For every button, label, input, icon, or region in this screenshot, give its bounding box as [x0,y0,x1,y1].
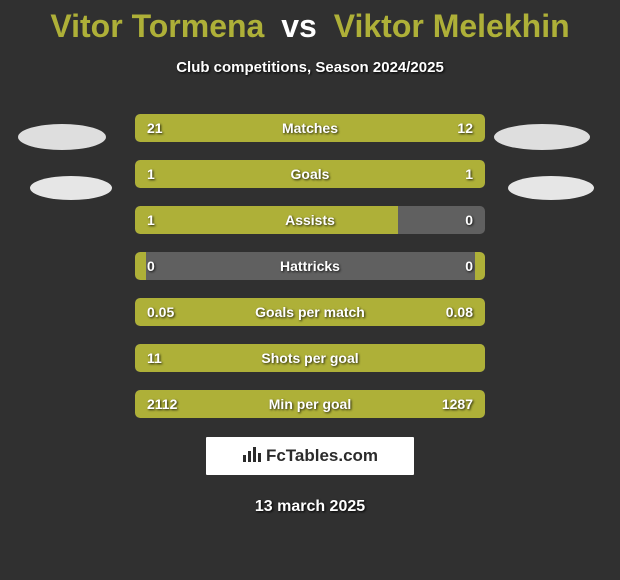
bar-right [475,252,486,280]
value-left: 0.05 [147,304,174,320]
avatar-ellipse [30,176,112,200]
stat-row: 0 Hattricks 0 [135,252,485,280]
stat-label: Assists [285,212,335,228]
stat-row: 2112 Min per goal 1287 [135,390,485,418]
date-label: 13 march 2025 [0,498,620,516]
stat-row: 21 Matches 12 [135,114,485,142]
avatar-ellipse [18,124,106,150]
value-right: 1 [465,166,473,182]
chart-icon [242,445,262,468]
value-right: 1287 [442,396,473,412]
stat-label: Shots per goal [261,350,358,366]
value-left: 21 [147,120,163,136]
stat-label: Matches [282,120,338,136]
subtitle: Club competitions, Season 2024/2025 [0,59,620,76]
value-left: 2112 [147,396,177,412]
vs-label: vs [281,8,317,44]
value-right: 0 [465,212,473,228]
stat-row: 1 Assists 0 [135,206,485,234]
stat-label: Hattricks [280,258,340,274]
stats-area: 21Matches121Goals11Assists00Hattricks00.… [135,114,485,418]
stat-label: Goals [291,166,330,182]
stat-row: 0.05 Goals per match 0.08 [135,298,485,326]
value-left: 1 [147,166,155,182]
avatar-ellipse [508,176,594,200]
bar-left [135,206,398,234]
bar-left [135,252,146,280]
bar-left [135,160,310,188]
bar-right [310,160,485,188]
value-right: 12 [457,120,473,136]
player1-name: Vitor Tormena [50,8,264,44]
stat-label: Min per goal [269,396,351,412]
stat-row: 1 Goals 1 [135,160,485,188]
stat-label: Goals per match [255,304,365,320]
value-right: 0.08 [446,304,473,320]
brand-badge[interactable]: FcTables.com [205,436,415,476]
value-right: 0 [465,258,473,274]
player2-name: Viktor Melekhin [334,8,570,44]
value-left: 1 [147,212,155,228]
value-left: 11 [147,350,162,366]
stat-row: 11 Shots per goal [135,344,485,372]
value-left: 0 [147,258,155,274]
avatar-ellipse [494,124,590,150]
brand-text: FcTables.com [266,446,378,466]
comparison-title: Vitor Tormena vs Viktor Melekhin [0,0,620,45]
